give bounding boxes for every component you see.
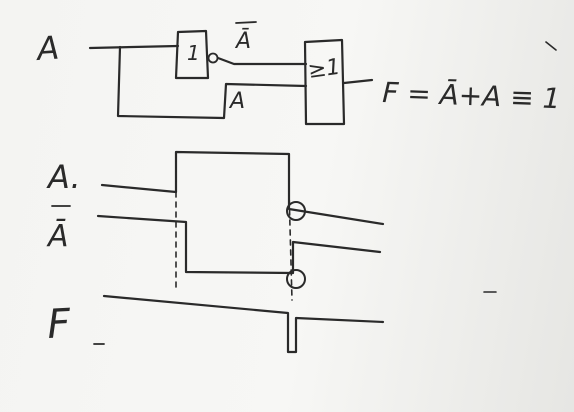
waveform-a <box>100 150 385 226</box>
stray-mark-1 <box>545 41 557 51</box>
waveform-f <box>102 294 385 354</box>
timing-guide-2 <box>288 189 293 301</box>
waveform-a-bar <box>96 214 382 275</box>
transition-circle-a <box>286 201 306 221</box>
output-equation: F = Ā+A ≡ 1 <box>382 76 561 115</box>
not-gate <box>174 29 210 80</box>
output-wire <box>342 78 374 85</box>
input-wire <box>88 44 180 50</box>
signal-a-bar-label: Ā <box>46 218 69 254</box>
or-input-label: A <box>228 89 245 114</box>
signal-a-label: A. <box>46 158 81 196</box>
ink-labels: A 1 Ā A ≥1 F = Ā+A ≡ 1 A. Ā F <box>34 29 561 348</box>
not-bubble <box>207 52 219 64</box>
input-label: A <box>34 29 60 69</box>
signal-f-label: F <box>46 301 72 348</box>
not-output-wire <box>216 56 308 66</box>
ink-strokes <box>51 21 557 354</box>
or-gate-symbol: ≥1 <box>306 55 342 84</box>
branch-wire <box>116 45 308 120</box>
or-gate <box>303 38 346 126</box>
not-output-label: Ā <box>234 29 251 54</box>
transition-circle-a-bar <box>286 269 306 289</box>
not-output-overline <box>235 21 257 24</box>
not-gate-symbol: 1 <box>187 41 200 65</box>
